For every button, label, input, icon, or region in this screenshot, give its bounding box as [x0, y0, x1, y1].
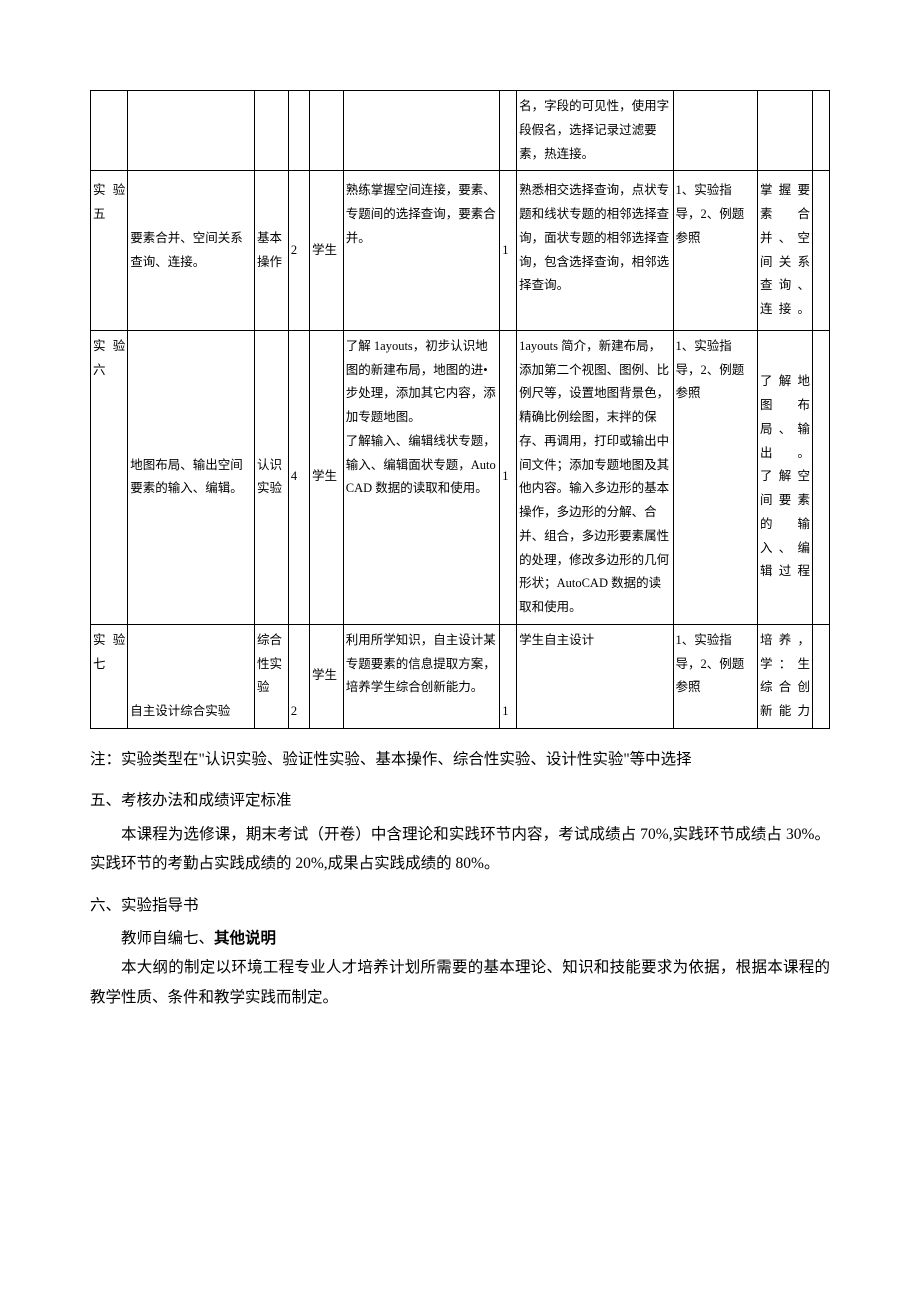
cell	[309, 91, 343, 171]
cell-exp-no: 实验五	[91, 171, 128, 331]
section-5-title: 五、考核办法和成绩评定标准	[90, 786, 830, 815]
cell	[813, 171, 830, 331]
cell: 综合性实验	[255, 624, 289, 728]
cell: 学生自主设计	[517, 624, 673, 728]
cell	[255, 91, 289, 171]
cell: 1、实验指导，2、例题参照	[673, 171, 758, 331]
cell: 4	[288, 330, 309, 624]
section-6-line1-bold: 其他说明	[214, 930, 276, 947]
cell: 掌握要素合并、空间关系查询、连接。	[758, 171, 813, 331]
experiment-table: 名，字段的可见性，使用字段假名，选择记录过滤要素，热连接。 实验五 要素合并、空…	[90, 90, 830, 729]
cell: 认识实验	[255, 330, 289, 624]
section-6-body: 本大纲的制定以环境工程专业人才培养计划所需要的基本理论、知识和技能要求为依据，根…	[90, 953, 830, 1012]
cell: 要素合并、空间关系查询、连接。	[128, 171, 255, 331]
cell: 培养，学：生综合创新能力	[758, 624, 813, 728]
table-note: 注：实验类型在"认识实验、验证性实验、基本操作、综合性实验、设计性实验"等中选择	[90, 745, 830, 774]
cell: 了解 1ayouts，初步认识地图的新建布局，地图的进•步处理，添加其它内容，添…	[343, 330, 499, 624]
cell: 自主设计综合实验	[128, 624, 255, 728]
cell: 2	[288, 171, 309, 331]
cell: 名，字段的可见性，使用字段假名，选择记录过滤要素，热连接。	[517, 91, 673, 171]
cell: 1ayouts 简介，新建布局，添加第二个视图、图例、比例尺等，设置地图背景色，…	[517, 330, 673, 624]
cell	[813, 330, 830, 624]
cell	[288, 91, 309, 171]
cell: 1	[500, 171, 517, 331]
table-row: 名，字段的可见性，使用字段假名，选择记录过滤要素，热连接。	[91, 91, 830, 171]
cell	[343, 91, 499, 171]
cell: 地图布局、输出空间要素的输入、编辑。	[128, 330, 255, 624]
section-6-title: 六、实验指导书	[90, 891, 830, 920]
cell: 熟悉相交选择查询，点状专题和线状专题的相邻选择查询，面状专题的相邻选择查询，包含…	[517, 171, 673, 331]
cell: 1	[500, 330, 517, 624]
cell	[758, 91, 813, 171]
cell	[813, 91, 830, 171]
section-5-body: 本课程为选修课，期末考试（开卷）中含理论和实践环节内容，考试成绩占 70%,实践…	[90, 820, 830, 879]
cell	[91, 91, 128, 171]
cell: 学生	[309, 330, 343, 624]
cell	[673, 91, 758, 171]
section-6-line1: 教师自编七、其他说明	[90, 924, 830, 953]
section-6-line1-plain: 教师自编七、	[121, 930, 214, 947]
cell: 1、实验指导，2、例题参照	[673, 330, 758, 624]
table-row: 实验六 地图布局、输出空间要素的输入、编辑。 认识实验 4 学生 了解 1ayo…	[91, 330, 830, 624]
cell	[813, 624, 830, 728]
table-row: 实验五 要素合并、空间关系查询、连接。 基本操作 2 学生 熟练掌握空间连接，要…	[91, 171, 830, 331]
cell: 了解地图布局、输出。 了解空间要素的输入、编辑过程	[758, 330, 813, 624]
cell: 学生	[309, 171, 343, 331]
cell	[500, 91, 517, 171]
document-page: 名，字段的可见性，使用字段假名，选择记录过滤要素，热连接。 实验五 要素合并、空…	[0, 0, 920, 1072]
cell: 学生	[309, 624, 343, 728]
cell: 基本操作	[255, 171, 289, 331]
cell: 1	[500, 624, 517, 728]
cell: 1、实验指导，2、例题参照	[673, 624, 758, 728]
cell	[128, 91, 255, 171]
cell: 利用所学知识，自主设计某专题要素的信息提取方案，培养学生综合创新能力。	[343, 624, 499, 728]
cell-exp-no: 实验七	[91, 624, 128, 728]
cell: 熟练掌握空间连接，要素、专题间的选择查询，要素合并。	[343, 171, 499, 331]
table-row: 实验七 自主设计综合实验 综合性实验 2 学生 利用所学知识，自主设计某专题要素…	[91, 624, 830, 728]
cell: 2	[288, 624, 309, 728]
cell-exp-no: 实验六	[91, 330, 128, 624]
